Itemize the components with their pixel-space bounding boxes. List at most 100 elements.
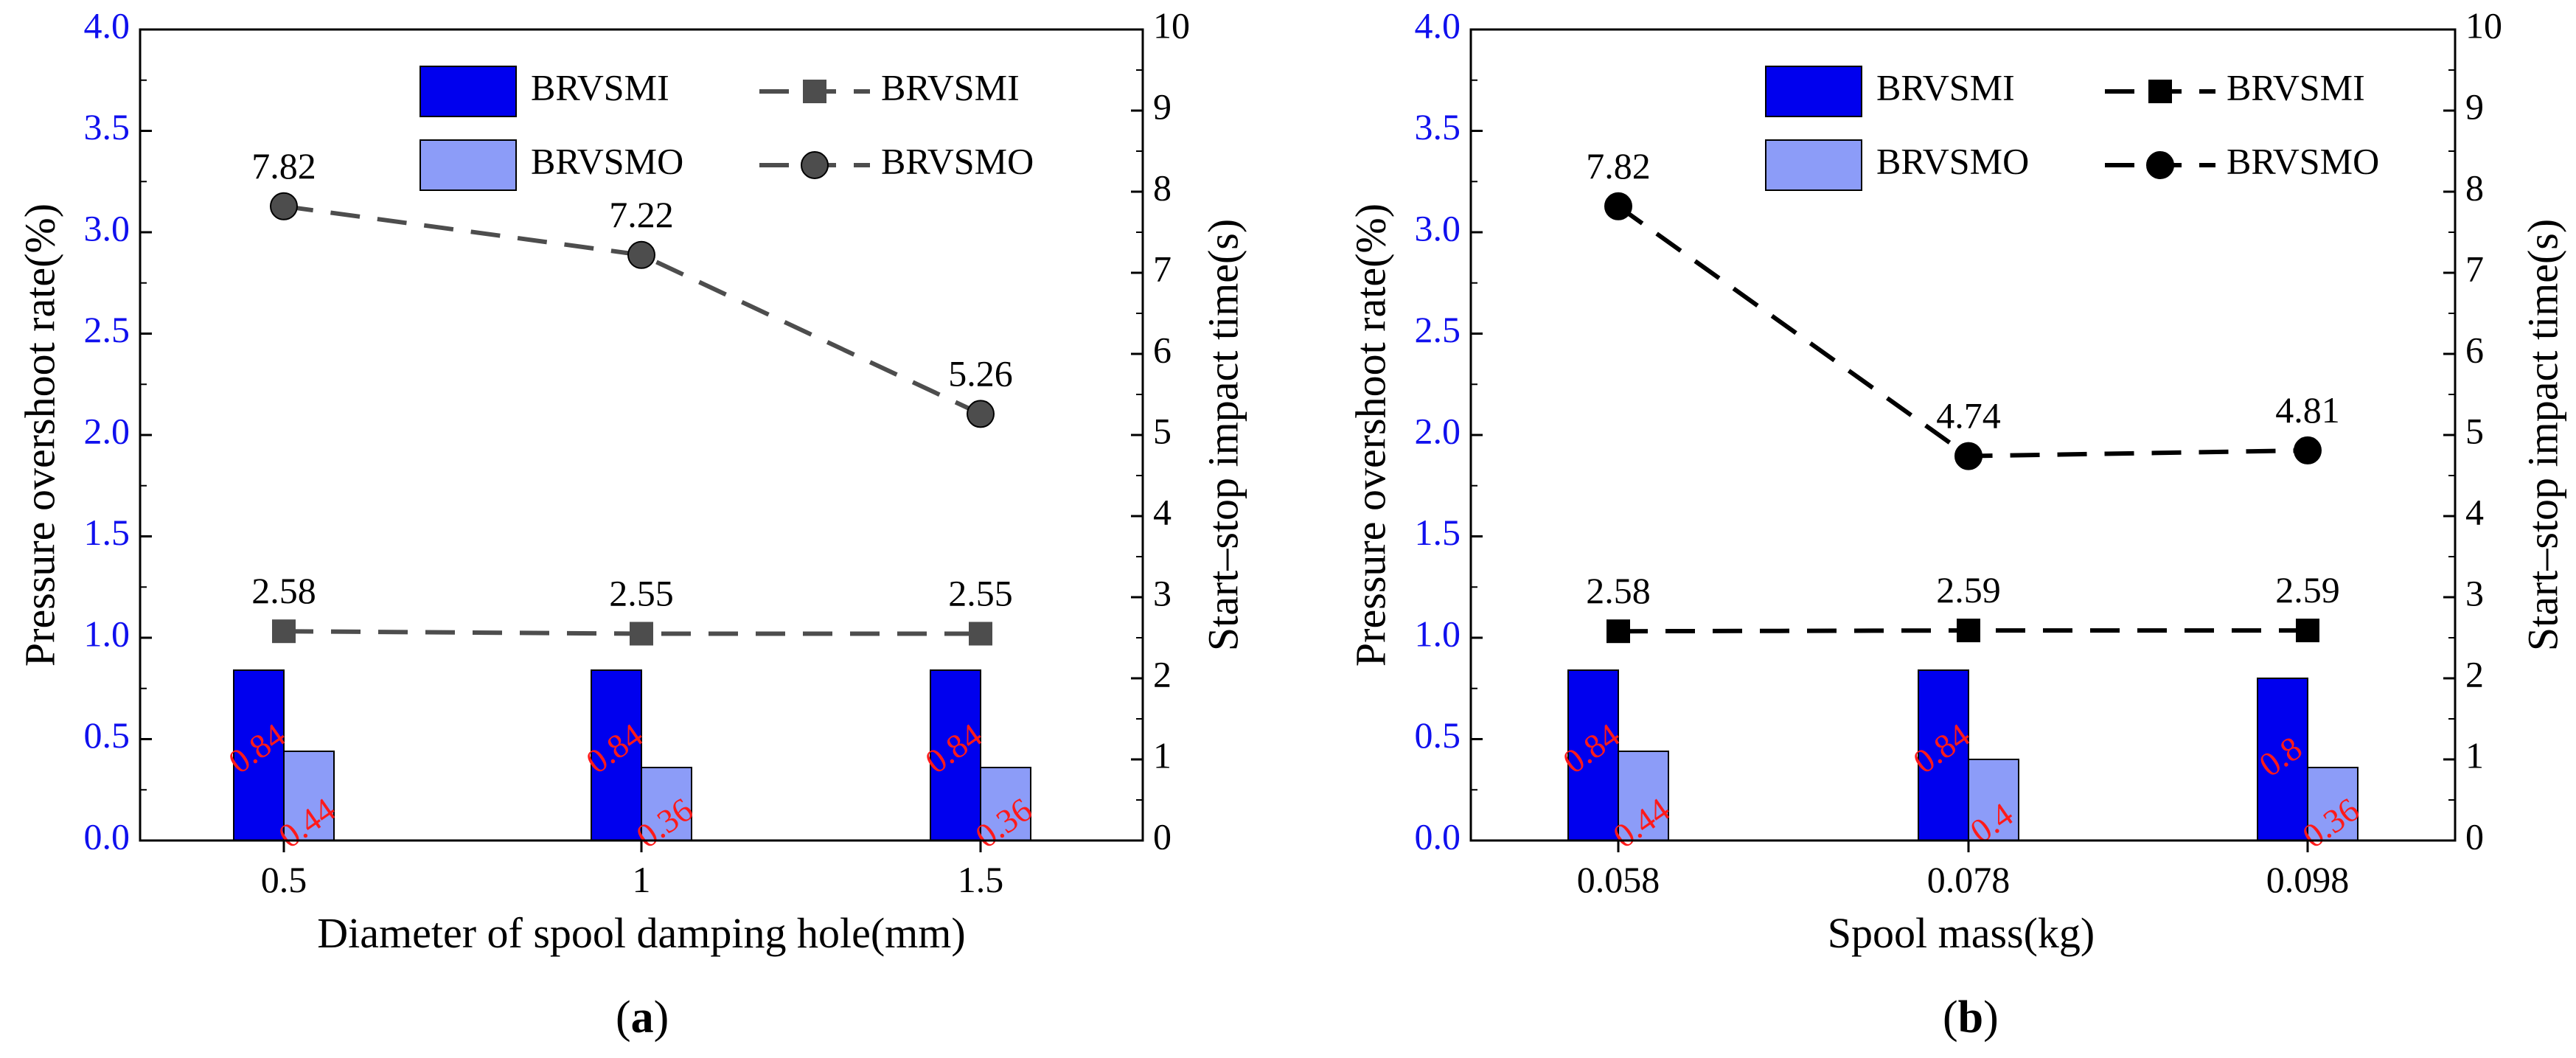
- right-tick-label: 10: [1153, 4, 1190, 46]
- left-tick-label: 4.0: [1415, 4, 1461, 46]
- bar-brvsmo-2: [980, 767, 1031, 841]
- right-tick-label: 6: [1153, 329, 1172, 370]
- legend-swatch-bar-brvsmi: [420, 66, 517, 117]
- bar-brvsmi-0: [233, 669, 285, 841]
- y2-axis-title: Start–stop impact time(s): [1199, 219, 1247, 651]
- right-tick-label: 3: [2465, 572, 2484, 613]
- left-tick-label: 2.0: [84, 410, 130, 451]
- right-tick-label: 0: [1153, 815, 1172, 857]
- x-tick-label: 1.5: [958, 859, 1004, 900]
- panel-label: (a): [616, 992, 669, 1043]
- left-tick-label: 2.5: [84, 309, 130, 350]
- line-brvsmo: [283, 203, 982, 417]
- bar-brvsmo-0: [283, 751, 335, 841]
- bar-brvsmo-0: [1618, 751, 1669, 841]
- left-tick-label: 0.5: [84, 714, 130, 756]
- panel-a: 0.84 0.84 0.840.44 0.36 0.362.58 2.55 2.557.82…: [15, 4, 1247, 1043]
- point-brvsmi-2: [969, 622, 992, 646]
- bar-brvsmi-1: [591, 669, 642, 841]
- bar-brvsmo-2: [2307, 767, 2359, 841]
- bar-brvsmi-2: [930, 669, 981, 841]
- x-axis-title: Spool mass(kg): [1828, 909, 2095, 957]
- legend-label-line-brvsmi: BRVSMI: [2227, 66, 2365, 108]
- right-tick-label: 1: [2465, 734, 2484, 776]
- x-tick-label: 1: [633, 859, 651, 900]
- legend: BRVSMI BRVSMO BRVSMI BRVSMO: [1765, 66, 2379, 191]
- right-tick-label: 1: [1153, 734, 1172, 776]
- x-tick-label: 0.098: [2266, 859, 2350, 900]
- right-tick-label: 0: [2465, 815, 2484, 857]
- left-tick-label: 3.5: [1415, 106, 1461, 147]
- point-label-brvsmi-2: 2.59: [2275, 569, 2340, 610]
- point-label-brvsmi-1: 2.59: [1936, 569, 2001, 610]
- x-tick-label: 0.058: [1577, 859, 1660, 900]
- right-tick-label: 7: [2465, 248, 2484, 289]
- y2-axis-title: Start–stop impact time(s): [2518, 219, 2566, 651]
- point-brvsmi-2: [2296, 619, 2319, 643]
- left-tick-label: 3.5: [84, 106, 130, 147]
- point-brvsmo-2: [2294, 436, 2322, 464]
- left-tick-label: 0.0: [1415, 815, 1461, 857]
- point-label-brvsmi-2: 2.55: [948, 573, 1013, 614]
- right-tick-label: 9: [2465, 86, 2484, 127]
- point-brvsmo-0: [270, 192, 298, 220]
- legend-swatch-bar-brvsmo: [420, 139, 517, 191]
- point-brvsmo-1: [1954, 442, 1983, 470]
- point-brvsmi-0: [1606, 619, 1630, 644]
- left-tick-label: 1.5: [1415, 512, 1461, 553]
- point-brvsmi-1: [630, 622, 653, 646]
- x-tick-label: 0.078: [1927, 859, 2011, 900]
- legend-marker-circle: [801, 151, 829, 179]
- x-axis-title: Diameter of spool damping hole(mm): [317, 909, 965, 957]
- point-label-brvsmi-0: 2.58: [1586, 570, 1651, 611]
- right-tick-label: 3: [1153, 572, 1172, 613]
- y-axis-title: Pressure overshoot rate(%): [1346, 203, 1394, 667]
- left-tick-label: 3.0: [84, 207, 130, 248]
- right-tick-label: 8: [2465, 167, 2484, 208]
- left-tick-label: 0.0: [84, 815, 130, 857]
- legend-marker-circle: [2146, 151, 2174, 179]
- point-label-brvsmo-0: 7.82: [251, 145, 316, 187]
- point-brvsmo-1: [627, 240, 655, 269]
- legend-label-bar-brvsmo: BRVSMO: [1876, 140, 2029, 181]
- right-tick-label: 10: [2465, 4, 2502, 46]
- legend-swatch-bar-brvsmi: [1765, 66, 1862, 117]
- right-tick-label: 6: [2465, 329, 2484, 370]
- point-label-brvsmo-2: 5.26: [948, 352, 1013, 394]
- bar-brvsmo-1: [1968, 759, 2019, 841]
- point-label-brvsmi-0: 2.58: [251, 570, 316, 611]
- legend-label-line-brvsmo: BRVSMO: [881, 140, 1034, 181]
- left-tick-label: 4.0: [84, 4, 130, 46]
- x-tick-label: 0.5: [261, 859, 307, 900]
- point-label-brvsmo-1: 7.22: [609, 194, 674, 235]
- point-brvsmo-2: [967, 400, 995, 428]
- right-tick-label: 4: [1153, 491, 1172, 532]
- bar-brvsmi-1: [1918, 669, 1969, 841]
- legend-label-line-brvsmo: BRVSMO: [2227, 140, 2379, 181]
- left-tick-label: 1.0: [1415, 613, 1461, 654]
- bar-brvsmi-0: [1567, 669, 1619, 841]
- left-tick-label: 1.5: [84, 512, 130, 553]
- y-axis-title: Pressure overshoot rate(%): [15, 203, 63, 667]
- right-tick-label: 2: [1153, 653, 1172, 695]
- left-tick-label: 0.5: [1415, 714, 1461, 756]
- left-tick-label: 3.0: [1415, 207, 1461, 248]
- left-tick-label: 2.0: [1415, 410, 1461, 451]
- right-tick-label: 5: [1153, 410, 1172, 451]
- panel-label: (b): [1943, 992, 1999, 1043]
- right-tick-label: 4: [2465, 491, 2484, 532]
- legend-label-bar-brvsmi: BRVSMI: [531, 66, 669, 108]
- left-tick-label: 1.0: [84, 613, 130, 654]
- legend: BRVSMI BRVSMO BRVSMI BRVSMO: [420, 66, 1034, 191]
- right-tick-label: 8: [1153, 167, 1172, 208]
- point-brvsmo-0: [1604, 192, 1632, 220]
- point-label-brvsmo-2: 4.81: [2275, 389, 2340, 431]
- legend-label-bar-brvsmo: BRVSMO: [531, 140, 683, 181]
- legend-label-line-brvsmi: BRVSMI: [881, 66, 1020, 108]
- legend-marker-square: [2148, 80, 2172, 103]
- point-brvsmi-0: [272, 619, 296, 644]
- point-brvsmi-1: [1957, 619, 1980, 643]
- bar-brvsmi-2: [2257, 678, 2308, 841]
- panel-b: 0.84 0.84 0.80.44 0.4 0.362.58 2.59 2.597.824.…: [1346, 4, 2566, 1043]
